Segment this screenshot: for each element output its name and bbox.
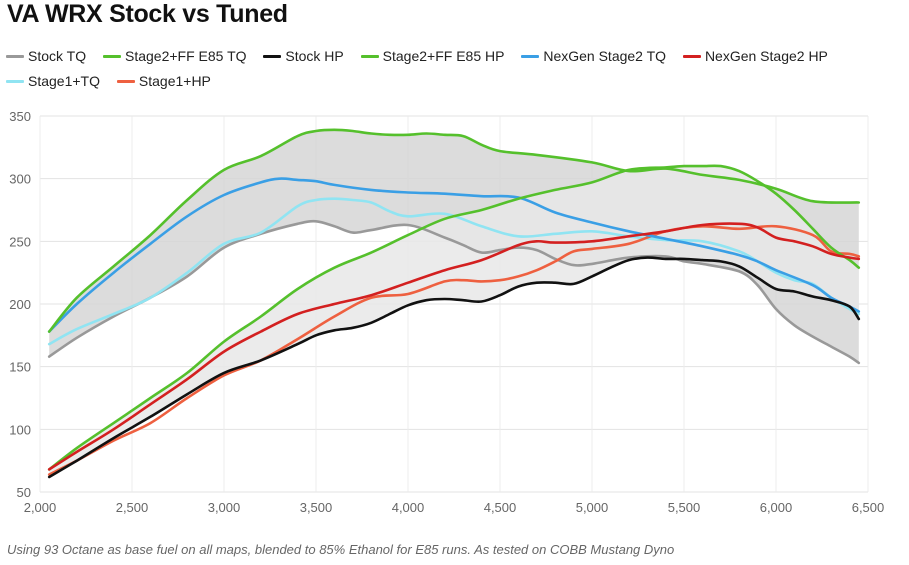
legend-swatch xyxy=(116,79,135,83)
y-tick-label: 300 xyxy=(9,172,31,187)
legend-item-nexgen-stage2-tq: NexGen Stage2 TQ xyxy=(521,44,666,69)
legend-label: Stage2+FF E85 TQ xyxy=(124,48,247,64)
legend-label: Stage1+TQ xyxy=(28,73,100,89)
legend-label: Stock HP xyxy=(285,48,344,64)
y-tick-label: 100 xyxy=(9,422,31,437)
series-line-stage1-hp xyxy=(47,224,861,476)
legend-label: NexGen Stage2 HP xyxy=(704,48,828,64)
footnote: Using 93 Octane as base fuel on all maps… xyxy=(7,542,675,557)
y-tick-label: 250 xyxy=(9,234,31,249)
x-tick-label: 5,000 xyxy=(576,500,609,515)
x-tick-label: 4,000 xyxy=(392,500,425,515)
series-line-stage2-ff-e85-tq xyxy=(47,128,861,333)
series-line-nexgen-stage2-tq xyxy=(47,177,861,333)
legend-label: NexGen Stage2 TQ xyxy=(543,48,667,64)
series-line-stage2-ff-e85-hp xyxy=(47,164,861,471)
legend-swatch xyxy=(360,54,379,58)
legend-swatch xyxy=(521,54,540,58)
legend-item-stage2-e85-tq: Stage2+FF E85 TQ xyxy=(102,44,247,69)
x-tick-label: 2,000 xyxy=(24,500,57,515)
x-tick-label: 6,500 xyxy=(852,500,885,515)
y-tick-label: 150 xyxy=(9,360,31,375)
legend-item-stage2-e85-hp: Stage2+FF E85 HP xyxy=(360,44,505,69)
legend-swatch xyxy=(263,54,282,58)
legend-label: Stock TQ xyxy=(28,48,87,64)
chart-legend: Stock TQ Stage2+FF E85 TQ Stock HP Stage… xyxy=(6,44,846,94)
x-tick-label: 6,000 xyxy=(760,500,793,515)
legend-item-stock-tq: Stock TQ xyxy=(6,44,86,69)
x-tick-label: 5,500 xyxy=(668,500,701,515)
x-tick-label: 2,500 xyxy=(116,500,149,515)
x-tick-label: 3,500 xyxy=(300,500,333,515)
y-tick-label: 350 xyxy=(9,109,31,124)
legend-swatch xyxy=(6,54,24,58)
x-tick-label: 4,500 xyxy=(484,500,517,515)
legend-item-stage1-tq: Stage1+TQ xyxy=(6,69,100,94)
legend-swatch xyxy=(682,54,701,58)
legend-label: Stage1+HP xyxy=(138,73,211,89)
y-tick-label: 200 xyxy=(9,297,31,312)
series-line-nexgen-stage2-hp xyxy=(47,222,861,471)
legend-label: Stage2+FF E85 HP xyxy=(382,48,505,64)
legend-swatch xyxy=(6,79,24,83)
series-line-stock-hp xyxy=(47,256,861,479)
chart-title: VA WRX Stock vs Tuned xyxy=(7,0,288,28)
legend-item-stage1-hp: Stage1+HP xyxy=(116,69,211,94)
legend-item-nexgen-stage2-hp: NexGen Stage2 HP xyxy=(682,44,828,69)
y-tick-label: 50 xyxy=(17,485,31,500)
legend-item-stock-hp: Stock HP xyxy=(263,44,344,69)
shaded-band xyxy=(49,166,859,477)
x-tick-label: 3,000 xyxy=(208,500,241,515)
legend-swatch xyxy=(102,54,121,58)
series-line-stage1-tq xyxy=(47,197,861,346)
